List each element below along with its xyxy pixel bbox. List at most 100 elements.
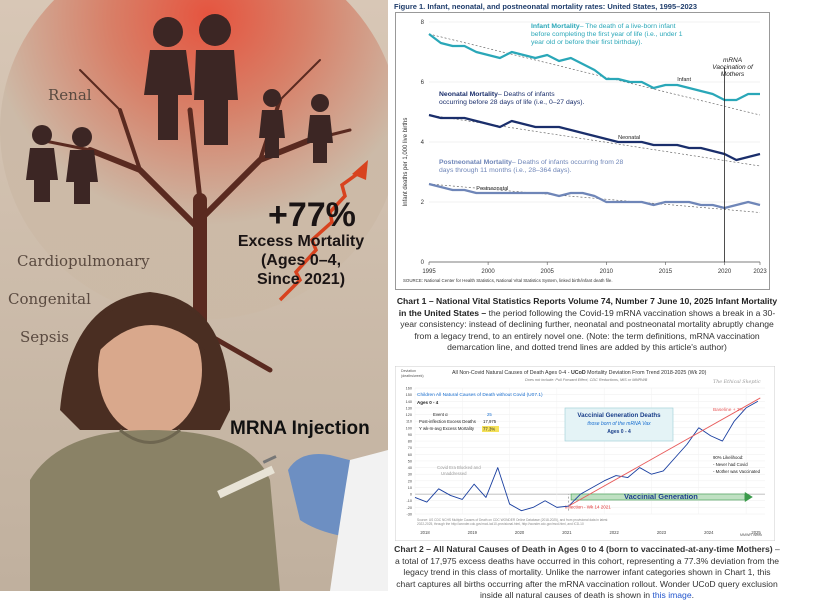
- trend-line: [428, 183, 761, 213]
- this-image-link[interactable]: this image: [652, 590, 692, 600]
- x-tick-label: 2000: [481, 269, 495, 275]
- y-tick-label: 2: [421, 200, 425, 206]
- y-tick-label: 6: [421, 80, 425, 86]
- x-tick-label: 2022: [610, 530, 620, 535]
- y-tick-label: 80: [408, 440, 412, 444]
- y-tick-label: 110: [406, 420, 412, 424]
- legend-age: Ages 0 - 4: [417, 400, 439, 405]
- baseline-note-1: Covid Era Blocked and: [437, 465, 481, 470]
- pct-value: 77.3%: [483, 427, 495, 432]
- y-tick-label: 160: [406, 387, 412, 391]
- x-tick-label: 2018: [420, 530, 430, 535]
- baseline-note-2: Unaddressed: [441, 471, 467, 476]
- excess-line: (Ages 0–4,: [260, 252, 342, 269]
- chart2-subtitle: Does not include: Pull Forward Effect, C…: [525, 378, 648, 382]
- pct-highlight: [482, 426, 499, 432]
- y-tick-label: 140: [406, 400, 412, 404]
- y-tick-label: -10: [407, 499, 413, 503]
- postneonatal-line: [428, 182, 761, 210]
- x-tick-label: 2010: [600, 269, 614, 275]
- y-tick-label: 20: [408, 479, 412, 483]
- y-tick-label: 40: [408, 466, 412, 470]
- baseline-trend-line: [568, 397, 761, 507]
- y-tick-label: 100: [406, 426, 412, 430]
- y-tick-label: 70: [408, 446, 412, 450]
- x-tick-label: 2005: [541, 269, 555, 275]
- x-tick-label: 2020: [515, 530, 525, 535]
- vline-label: Mothers: [721, 71, 745, 78]
- y-tick-label: 30: [408, 473, 412, 477]
- x-tick-label: 2024: [704, 530, 714, 535]
- neonatal-line: [428, 113, 761, 162]
- excess-trend-line: [278, 170, 362, 302]
- y-tick-label: 60: [408, 453, 412, 457]
- post-label: Post-inflection Excess Deaths: [419, 419, 476, 424]
- syringe-hand: [217, 450, 388, 591]
- likelihood-1: 90% Likelihood:: [713, 455, 743, 460]
- vaccinial-generation-arrow: [570, 493, 746, 501]
- chart2-caption-bold: Chart 2 – All Natural Causes of Death in…: [394, 544, 773, 554]
- annotation-infant: Infant Mortality– The death of a live-bo…: [531, 23, 683, 46]
- y-tick-label: 130: [406, 406, 412, 410]
- chart1-title: Figure 1. Infant, neonatal, and postneon…: [394, 2, 697, 11]
- chart1-caption: Chart 1 – National Vital Statistics Repo…: [393, 296, 781, 354]
- series-label-infant: Infant: [677, 77, 691, 83]
- y-tick-label: 4: [421, 140, 425, 146]
- vline-label: Vaccination of: [712, 64, 754, 71]
- x-tick-label: 2020: [718, 269, 732, 275]
- organ-label-cardio: Cardiopulmonary: [17, 252, 150, 270]
- likelihood-2: - Never had Covid: [713, 462, 748, 467]
- x-tick-label: 2021: [562, 530, 572, 535]
- x-tick-label: 1995: [422, 269, 436, 275]
- x-tick-label: 2019: [468, 530, 478, 535]
- box-age: Ages 0 - 4: [607, 429, 631, 435]
- chart2-title: All Non-Covid Natural Causes of Death Ag…: [452, 370, 707, 376]
- y-tick-label: 150: [406, 393, 412, 397]
- y-tick-label: 50: [408, 459, 412, 463]
- trend-line: [428, 33, 761, 116]
- x-tick-label: 2025: [751, 530, 761, 535]
- y-tick-label: -20: [407, 506, 413, 510]
- excess-percent: +77%: [268, 196, 356, 234]
- tree-silhouette: [38, 59, 352, 373]
- series-label-neonatal: Neonatal: [618, 135, 640, 141]
- mmwr-label: MMWR Week: [740, 533, 762, 537]
- annotation-neonatal: Neonatal Mortality– Deaths of infants oc…: [439, 91, 585, 106]
- chart2-caption-end: .: [691, 590, 695, 600]
- chart2-caption: Chart 2 – All Natural Causes of Death in…: [393, 544, 781, 602]
- box-title: Vaccinial Generation Deaths: [577, 412, 661, 419]
- x-tick-label: 2015: [659, 269, 673, 275]
- excess-mortality-label: Excess Mortality (Ages 0–4, Since 2021): [236, 232, 366, 289]
- x-tick-label: 2023: [657, 530, 667, 535]
- likelihood-3: - Mother was Vaccinated: [713, 469, 761, 474]
- poster-illustration: [0, 0, 388, 591]
- annotation-postneonatal: Postneonatal Mortality– Deaths of infant…: [439, 159, 625, 174]
- chart1: 0 2 4 6 8 1995 2000 2005 2010 2015 2020 2023 mRNA V…: [395, 12, 770, 290]
- series-label-postneonatal: Postneonatal: [476, 186, 508, 192]
- chart2-source-2: 2022-2025, through the http://wonder.cdc…: [417, 522, 584, 526]
- event-label: Event α: [433, 412, 448, 417]
- children-silhouettes: [26, 14, 333, 204]
- chart2-source-1: Source: US CDC NCHS Multiple Causes of D…: [417, 518, 608, 522]
- injection-label: MRNA Injection: [230, 418, 370, 439]
- organ-label-renal: Renal: [48, 86, 92, 104]
- box-subtitle: those born of the mRNA Vax: [587, 421, 651, 427]
- inflection-label: Inflection - Wk 14 2021: [565, 505, 612, 510]
- deviation-line: [414, 400, 759, 512]
- vaccinial-box: [564, 407, 674, 442]
- trend-label: Baseline + 3%: [713, 407, 745, 413]
- vaccinial-generation-label: Vaccinial Generation: [624, 492, 698, 501]
- event-value: 25: [487, 412, 492, 417]
- excess-line: Since 2021): [256, 271, 346, 288]
- chart2-ylabel-1: Deviation: [401, 369, 416, 373]
- excess-line: Excess Mortality: [237, 233, 365, 250]
- logo: The Ethical Skeptic: [713, 379, 761, 385]
- y-tick-label: 10: [408, 486, 412, 490]
- organ-label-congenital: Congenital: [8, 290, 91, 308]
- woman-figure: [30, 292, 280, 591]
- y-tick-label: 90: [408, 433, 412, 437]
- chart1-source: SOURCE: National Center for Health Stati…: [403, 278, 613, 283]
- vline-label: mRNA: [723, 57, 742, 64]
- y-tick-label: 8: [421, 20, 425, 26]
- y-tick-label: 0: [421, 260, 425, 266]
